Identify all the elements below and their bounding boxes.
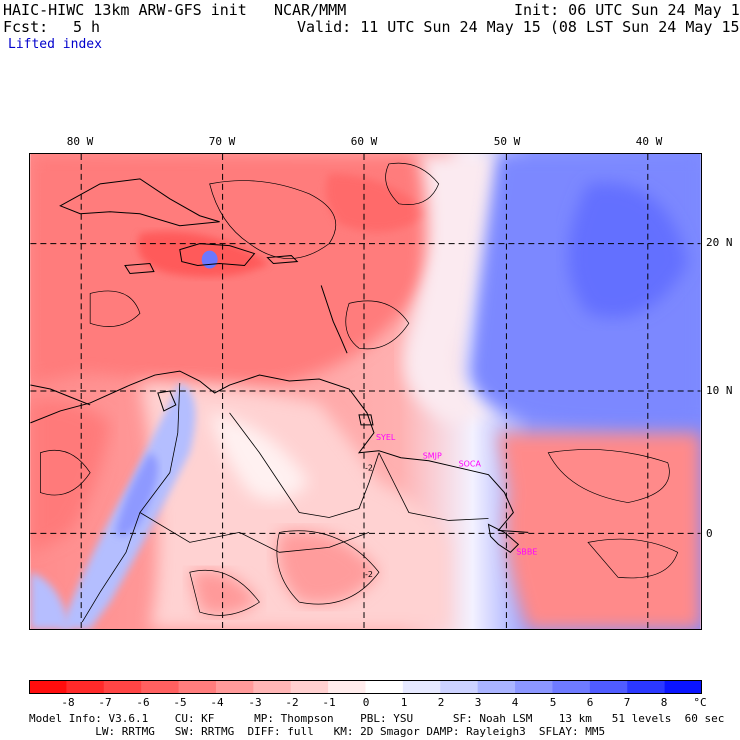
init-time: Init: 06 UTC Sun 24 May 15 bbox=[514, 1, 740, 19]
colorbar-segment bbox=[664, 680, 702, 694]
colorbar-tick: -4 bbox=[210, 696, 224, 709]
contour-lines bbox=[40, 162, 679, 616]
panama-coast bbox=[30, 384, 91, 406]
colorbar-tick: 0 bbox=[362, 696, 370, 709]
lon-label-80w: 80 W bbox=[66, 135, 94, 148]
lon-label-70w: 70 W bbox=[208, 135, 236, 148]
lat-label-0: 0 bbox=[706, 527, 713, 540]
colorbar bbox=[29, 680, 702, 694]
org-label: NCAR/MMM bbox=[274, 1, 347, 19]
station-sbbe: SBBE bbox=[516, 547, 537, 556]
lat-label-10n: 10 N bbox=[706, 384, 733, 397]
colorbar-segment bbox=[440, 680, 479, 694]
station-smjp: SMJP bbox=[423, 452, 442, 461]
model-info-line1: Model Info: V3.6.1 CU: KF MP: Thompson P… bbox=[29, 712, 725, 725]
model-title: HAIC-HIWC 13km ARW-GFS init bbox=[3, 1, 247, 19]
colorbar-tick: -5 bbox=[173, 696, 187, 709]
colorbar-segment bbox=[627, 680, 666, 694]
colorbar-tick: 2 bbox=[437, 696, 445, 709]
valid-time: Valid: 11 UTC Sun 24 May 15 (08 LST Sun … bbox=[297, 18, 740, 36]
maracaibo-lake bbox=[157, 390, 177, 412]
station-syel: SYEL bbox=[376, 433, 396, 442]
lon-label-60w: 60 W bbox=[350, 135, 378, 148]
colorbar-segment bbox=[365, 680, 404, 694]
colorbar-segment bbox=[290, 680, 329, 694]
colorbar-unit: °C bbox=[693, 696, 707, 709]
forecast-label: Fcst: bbox=[3, 18, 49, 36]
coastlines bbox=[30, 178, 529, 553]
colorbar-segment bbox=[477, 680, 516, 694]
field-name: Lifted index bbox=[8, 37, 102, 52]
colorbar-segment bbox=[515, 680, 553, 694]
amazon-delta bbox=[487, 523, 520, 553]
colorbar-segment bbox=[178, 680, 217, 694]
station-soca: SOCA bbox=[459, 460, 482, 469]
colorbar-tick: -7 bbox=[98, 696, 112, 709]
lon-label-40w: 40 W bbox=[635, 135, 663, 148]
borders bbox=[81, 383, 489, 623]
colorbar-segment bbox=[328, 680, 366, 694]
contour-label: -2 bbox=[365, 464, 373, 473]
colorbar-tick: -3 bbox=[248, 696, 262, 709]
colorbar-segment bbox=[552, 680, 591, 694]
colorbar-segment bbox=[66, 680, 105, 694]
forecast-hour: 5 h bbox=[73, 18, 101, 36]
cuba-coast bbox=[59, 178, 220, 227]
south-america-north-coast bbox=[30, 370, 529, 533]
colorbar-tick: 4 bbox=[511, 696, 519, 709]
lon-label-50w: 50 W bbox=[493, 135, 521, 148]
jamaica-coast bbox=[124, 263, 155, 275]
model-info-line2: LW: RRTMG SW: RRTMG DIFF: full KM: 2D Sm… bbox=[29, 725, 606, 738]
grid-lines bbox=[30, 154, 701, 629]
colorbar-tick: 3 bbox=[474, 696, 482, 709]
colorbar-segment bbox=[29, 680, 67, 694]
colorbar-segment bbox=[215, 680, 254, 694]
contour-value-labels: -2 -2 bbox=[365, 464, 373, 580]
hispaniola-coast bbox=[179, 243, 256, 267]
colorbar-tick: -1 bbox=[322, 696, 336, 709]
colorbar-tick: 8 bbox=[660, 696, 668, 709]
colorbar-segment bbox=[103, 680, 142, 694]
colorbar-segment bbox=[253, 680, 292, 694]
lifted-index-map: SYEL SMJP SOCA SBBE -2 -2 bbox=[29, 153, 702, 630]
antilles-arc bbox=[320, 285, 348, 354]
colorbar-tick: 5 bbox=[549, 696, 557, 709]
trinidad-coast bbox=[358, 414, 374, 426]
contour-label: -2 bbox=[365, 570, 373, 579]
colorbar-segment bbox=[589, 680, 628, 694]
colorbar-tick: 7 bbox=[623, 696, 631, 709]
lat-label-20n: 20 N bbox=[706, 236, 733, 249]
station-labels: SYEL SMJP SOCA SBBE bbox=[376, 433, 537, 557]
puerto-rico-coast bbox=[266, 255, 299, 265]
colorbar-tick: -8 bbox=[61, 696, 75, 709]
colorbar-segment bbox=[141, 680, 180, 694]
colorbar-tick: -2 bbox=[285, 696, 299, 709]
colorbar-border bbox=[29, 680, 702, 694]
colorbar-segment bbox=[402, 680, 441, 694]
field-shading bbox=[30, 154, 701, 629]
colorbar-tick: -6 bbox=[136, 696, 150, 709]
colorbar-tick: 6 bbox=[586, 696, 594, 709]
colorbar-tick: 1 bbox=[400, 696, 408, 709]
